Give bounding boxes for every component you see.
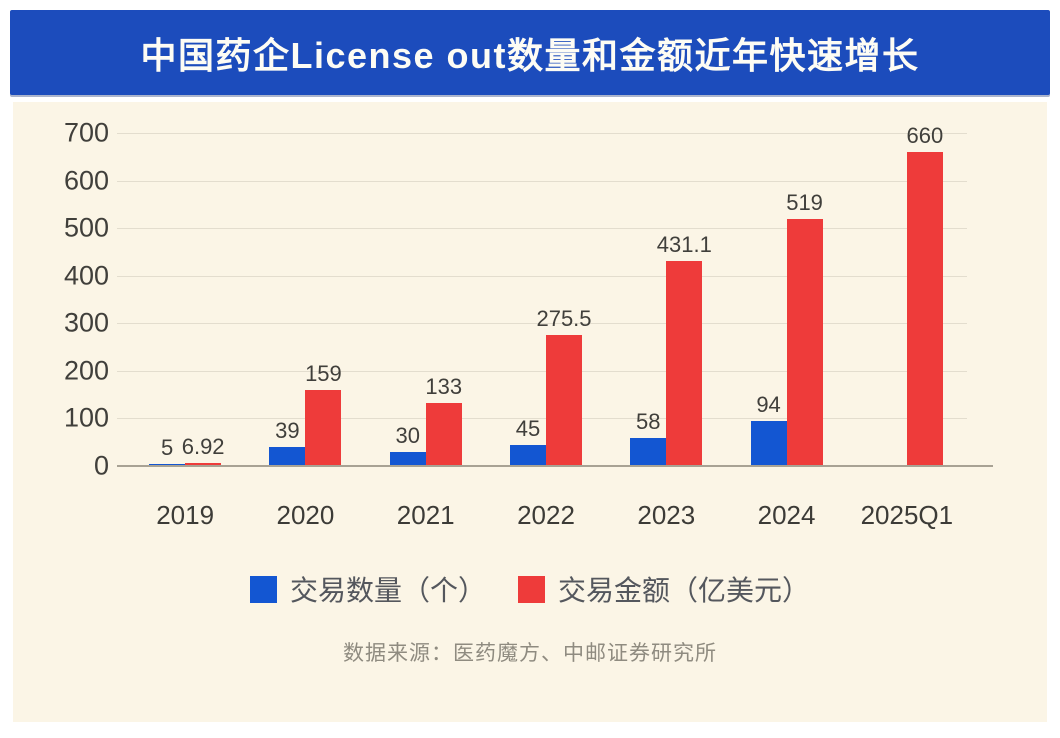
x-tick-label: 2025Q1	[860, 500, 954, 530]
grid-line	[117, 228, 967, 230]
x-tick-label: 2019	[156, 500, 215, 530]
grid-line	[117, 133, 967, 134]
bar-deal-count	[149, 463, 186, 466]
bar-value-label: 58	[636, 409, 661, 435]
bar-value-label: 45	[515, 415, 541, 441]
y-tick-label: 400	[63, 260, 109, 291]
bar-value-label: 133	[425, 373, 463, 399]
bar-value-label: 39	[275, 418, 300, 444]
bar-deal-amount	[185, 462, 222, 466]
bar-deal-amount	[425, 402, 462, 466]
bar-value-label: 6.92	[181, 433, 225, 459]
x-tick-label: 2021	[396, 500, 455, 530]
grid-line	[117, 418, 967, 420]
bar-value-label: 5	[161, 434, 174, 460]
y-tick-label: 700	[63, 117, 109, 148]
y-tick-label: 300	[63, 307, 109, 338]
bar-deal-amount	[786, 219, 823, 466]
x-tick-label: 2020	[276, 500, 335, 530]
deal-count-label: 交易数量（个）	[289, 575, 486, 606]
deal-count-swatch	[249, 575, 277, 603]
x-tick-label: 2022	[517, 500, 575, 530]
bar-value-label: 519	[786, 190, 823, 216]
legend-item-deal-count: 交易数量（个）	[249, 569, 486, 609]
bar-deal-amount	[305, 390, 342, 466]
title-banner: 中国药企License out数量和金额近年快速增长	[10, 10, 1050, 95]
y-tick-label: 0	[93, 450, 109, 481]
bar-value-label: 660	[906, 123, 944, 149]
x-tick-label: 2024	[757, 500, 816, 530]
plot-area: 0 100 200 300 400 500 600 700 5 6.92 2019 39 159 2020…	[64, 119, 993, 530]
bar-deal-amount	[906, 152, 943, 466]
bar-value-label: 159	[305, 361, 342, 387]
bar-deal-amount	[666, 260, 703, 466]
grid-line	[117, 370, 967, 372]
bar-deal-count	[630, 438, 667, 466]
y-tick-label: 500	[63, 212, 109, 243]
legend-item-deal-amount: 交易金额（亿美元）	[518, 569, 810, 609]
chart-title: 中国药企License out数量和金额近年快速增长	[140, 34, 920, 76]
bar-value-label: 30	[395, 422, 420, 448]
chart-panel	[13, 102, 1047, 722]
deal-amount-swatch	[518, 575, 545, 603]
legend: 交易数量（个） 交易金额（亿美元）	[0, 569, 1060, 609]
bar-value-label: 431.1	[656, 231, 712, 257]
bar-deal-count	[389, 451, 426, 466]
y-tick-label: 600	[63, 165, 109, 196]
bar-deal-amount	[546, 334, 582, 466]
y-tick-label: 200	[63, 355, 109, 386]
bar-deal-count	[510, 444, 546, 466]
grid-line	[117, 180, 967, 182]
deal-amount-label: 交易金额（亿美元）	[558, 575, 811, 606]
x-axis-line	[117, 465, 993, 467]
bar-value-label: 94	[756, 392, 781, 418]
bar-deal-count	[750, 421, 787, 466]
bar-value-label: 275.5	[536, 305, 592, 331]
y-tick-label: 100	[63, 402, 109, 433]
data-source: 数据来源：医药魔方、中邮证券研究所	[343, 642, 717, 665]
grid-line	[117, 323, 967, 325]
bar-deal-count	[269, 447, 306, 466]
grid-line	[117, 275, 967, 277]
x-tick-label: 2023	[637, 500, 696, 530]
